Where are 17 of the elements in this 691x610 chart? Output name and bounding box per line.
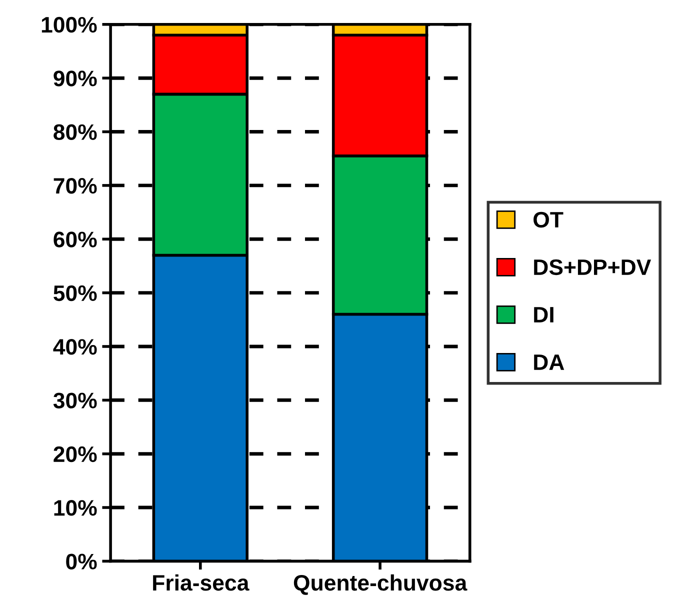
y-tick-label: 0%	[66, 554, 97, 570]
y-tick-label: 100%	[42, 16, 97, 33]
x-tick-label: Quente-chuvosa	[294, 574, 468, 595]
legend-label: OT	[534, 212, 564, 228]
y-tick-label: 70%	[54, 178, 97, 194]
y-tick-label: 80%	[54, 124, 97, 140]
x-tick-label: Fria-seca	[153, 574, 250, 591]
y-tick-label: 30%	[53, 392, 97, 408]
y-tick-label: 90%	[54, 70, 97, 86]
y-tick-label: 50%	[54, 285, 97, 302]
legend-label: DI	[534, 307, 554, 322]
y-tick-label: 40%	[53, 339, 97, 355]
legend-label: DA	[534, 354, 564, 370]
y-tick-label: 10%	[54, 500, 97, 516]
legend-label: DS+DP+DV	[534, 259, 652, 276]
y-tick-label: 20%	[54, 446, 97, 462]
y-tick-label: 60%	[54, 232, 97, 248]
